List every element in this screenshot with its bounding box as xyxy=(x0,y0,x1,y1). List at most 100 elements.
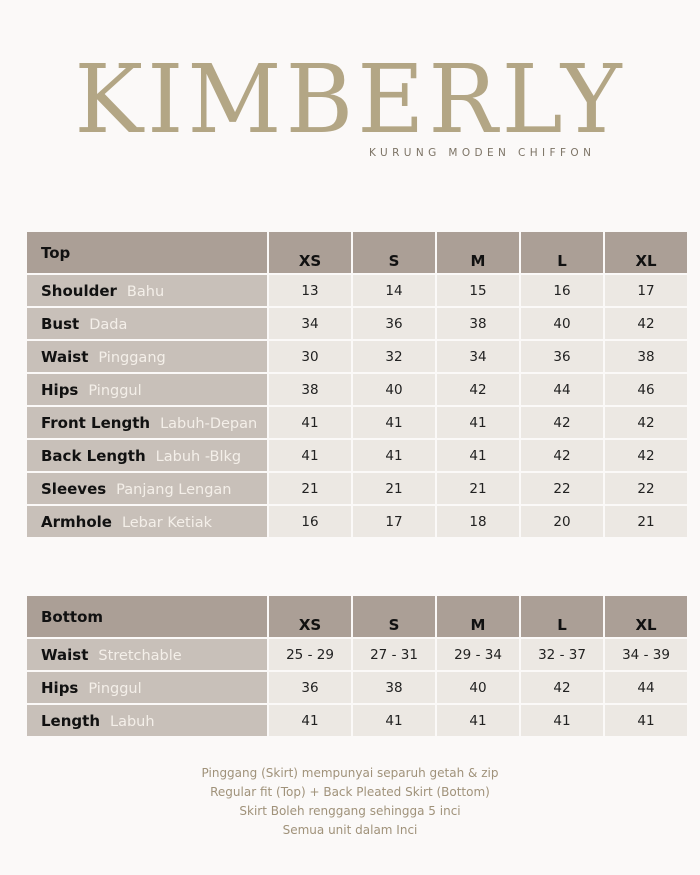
size-header: XL xyxy=(605,232,687,273)
size-value: 46 xyxy=(605,374,687,405)
row-label-my: Pinggang xyxy=(98,350,166,366)
size-value: 15 xyxy=(437,275,519,306)
size-value: 18 xyxy=(437,506,519,537)
size-value: 16 xyxy=(269,506,351,537)
note-line: Pinggang (Skirt) mempunyai separuh getah… xyxy=(201,766,499,780)
size-value: 32 - 37 xyxy=(521,639,603,670)
row-label-my: Panjang Lengan xyxy=(116,482,232,498)
size-value: 17 xyxy=(605,275,687,306)
size-value: 27 - 31 xyxy=(353,639,435,670)
top-header-label: Top xyxy=(27,232,267,273)
row-label: Waist Stretchable xyxy=(27,639,267,670)
size-value: 17 xyxy=(353,506,435,537)
row-label: Bust Dada xyxy=(27,308,267,339)
row-label-en: Length xyxy=(41,712,100,730)
table-row: Hips Pinggul 36 38 40 42 44 xyxy=(27,672,687,703)
size-value: 42 xyxy=(605,440,687,471)
row-label: Hips Pinggul xyxy=(27,672,267,703)
top-size-table: Top XS S M L XL Shoulder Bahu 13 14 15 16 17 Bu… xyxy=(25,230,689,539)
row-label-my: Labuh-Depan xyxy=(160,416,258,432)
row-label-en: Hips xyxy=(41,679,79,697)
table-row: Armhole Lebar Ketiak 16 17 18 20 21 xyxy=(27,506,687,537)
size-header: M xyxy=(437,596,519,637)
size-header: XS xyxy=(269,596,351,637)
table-row: Waist Stretchable 25 - 29 27 - 31 29 - 34 32 … xyxy=(27,639,687,670)
row-label-en: Waist xyxy=(41,348,89,366)
row-label: Shoulder Bahu xyxy=(27,275,267,306)
size-value: 41 xyxy=(353,407,435,438)
size-value: 29 - 34 xyxy=(437,639,519,670)
size-value: 41 xyxy=(437,407,519,438)
table-row: Back Length Labuh -Blkg 41 41 41 42 42 xyxy=(27,440,687,471)
row-label-my: Lebar Ketiak xyxy=(121,515,213,531)
size-value: 41 xyxy=(269,440,351,471)
size-value: 41 xyxy=(269,705,351,736)
size-header: M xyxy=(437,232,519,273)
size-header: L xyxy=(521,232,603,273)
row-label-en: Sleeves xyxy=(41,480,107,498)
row-label-en: Hips xyxy=(41,381,79,399)
size-value: 41 xyxy=(521,705,603,736)
size-value: 42 xyxy=(521,407,603,438)
size-value: 34 xyxy=(437,341,519,372)
row-label-my: Pinggul xyxy=(88,383,142,399)
size-value: 21 xyxy=(437,473,519,504)
size-value: 40 xyxy=(437,672,519,703)
row-label-my: Bahu xyxy=(126,284,165,300)
size-value: 22 xyxy=(605,473,687,504)
table-row: Front Length Labuh-Depan 41 41 41 42 42 xyxy=(27,407,687,438)
size-value: 38 xyxy=(605,341,687,372)
size-value: 30 xyxy=(269,341,351,372)
size-header: L xyxy=(521,596,603,637)
size-value: 41 xyxy=(269,407,351,438)
size-value: 42 xyxy=(521,440,603,471)
note-line: Semua unit dalam Inci xyxy=(282,823,418,837)
notes: Pinggang (Skirt) mempunyai separuh getah… xyxy=(0,764,700,840)
size-value: 44 xyxy=(605,672,687,703)
row-label-my: Pinggul xyxy=(88,681,142,697)
row-label-en: Shoulder xyxy=(41,282,117,300)
size-value: 21 xyxy=(353,473,435,504)
row-label-my: Labuh xyxy=(110,714,155,730)
size-value: 41 xyxy=(605,705,687,736)
bottom-header-label: Bottom xyxy=(27,596,267,637)
size-value: 41 xyxy=(437,705,519,736)
size-value: 40 xyxy=(521,308,603,339)
size-header: S xyxy=(353,232,435,273)
brand-title: KIMBERLY xyxy=(74,44,626,155)
top-header-row: Top XS S M L XL xyxy=(27,232,687,273)
table-row: Length Labuh 41 41 41 41 41 xyxy=(27,705,687,736)
size-value: 34 xyxy=(269,308,351,339)
size-value: 21 xyxy=(269,473,351,504)
size-value: 42 xyxy=(605,308,687,339)
row-label-my: Stretchable xyxy=(98,648,182,664)
size-header: XS xyxy=(269,232,351,273)
table-row: Waist Pinggang 30 32 34 36 38 xyxy=(27,341,687,372)
size-value: 36 xyxy=(353,308,435,339)
size-value: 21 xyxy=(605,506,687,537)
row-label-my: Dada xyxy=(89,317,128,333)
size-value: 38 xyxy=(437,308,519,339)
row-label-en: Waist xyxy=(41,646,89,664)
row-label: Sleeves Panjang Lengan xyxy=(27,473,267,504)
bottom-header-row: Bottom XS S M L XL xyxy=(27,596,687,637)
note-line: Regular fit (Top) + Back Pleated Skirt (… xyxy=(210,785,490,799)
bottom-size-table: Bottom XS S M L XL Waist Stretchable 25 - … xyxy=(25,594,689,738)
table-row: Shoulder Bahu 13 14 15 16 17 xyxy=(27,275,687,306)
size-value: 44 xyxy=(521,374,603,405)
note-line: Skirt Boleh renggang sehingga 5 inci xyxy=(239,804,461,818)
row-label-my: Labuh -Blkg xyxy=(155,449,242,465)
size-value: 41 xyxy=(437,440,519,471)
row-label-en: Armhole xyxy=(41,513,112,531)
row-label-en: Back Length xyxy=(41,447,146,465)
size-value: 36 xyxy=(521,341,603,372)
size-value: 20 xyxy=(521,506,603,537)
size-value: 38 xyxy=(269,374,351,405)
table-row: Sleeves Panjang Lengan 21 21 21 22 22 xyxy=(27,473,687,504)
row-label-en: Bust xyxy=(41,315,80,333)
size-value: 42 xyxy=(605,407,687,438)
size-value: 34 - 39 xyxy=(605,639,687,670)
row-label-en: Front Length xyxy=(41,414,151,432)
size-header: XL xyxy=(605,596,687,637)
size-value: 32 xyxy=(353,341,435,372)
